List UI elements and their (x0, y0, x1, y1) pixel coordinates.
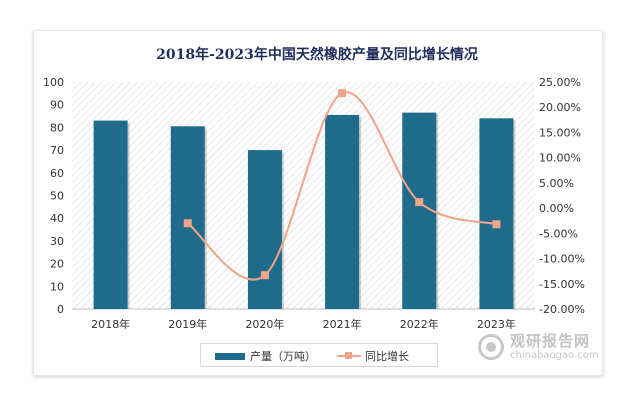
y-right-tick-label: 0.00% (539, 202, 574, 215)
x-tick-label: 2020年 (245, 317, 284, 331)
y-right-tick-label: 15.00% (539, 126, 581, 139)
y-left-tick-label: 40 (50, 212, 64, 225)
legend-swatch-line (337, 351, 361, 361)
x-tick-label: 2023年 (477, 317, 516, 331)
legend-item-growth: 同比增长 (337, 348, 409, 364)
growth-point (415, 198, 424, 207)
x-tick-label: 2022年 (400, 317, 439, 331)
bar (325, 114, 360, 309)
y-right-tick-label: -5.00% (539, 227, 578, 240)
growth-point (183, 219, 192, 228)
y-left-tick-label: 20 (50, 258, 64, 271)
growth-line (187, 91, 497, 281)
y-right-tick-label: 5.00% (539, 177, 574, 190)
bar (247, 150, 282, 309)
chinabaogao-logo-icon (478, 334, 504, 360)
y-right-tick-label: -20.00% (539, 303, 585, 316)
x-tick-label: 2019年 (168, 317, 207, 331)
y-left-tick-label: 50 (50, 190, 64, 203)
growth-point (492, 220, 501, 229)
bar (479, 118, 514, 309)
watermark: 观研报告网 chinabaogao.com (478, 332, 599, 362)
chart-title: 2018年-2023年中国天然橡胶产量及同比增长情况 (156, 47, 478, 63)
legend: 产量（万吨） 同比增长 (200, 343, 438, 367)
y-left-tick-label: 30 (50, 235, 64, 248)
growth-point (338, 89, 347, 98)
y-left-tick-label: 80 (50, 121, 64, 134)
plot-area (72, 82, 535, 309)
bar (93, 120, 128, 309)
watermark-text-cn: 观研报告网 (510, 332, 591, 350)
y-left-tick-label: 90 (50, 99, 64, 112)
y-left-tick-label: 0 (57, 303, 64, 316)
x-tick-label: 2018年 (91, 317, 130, 331)
y-left-tick-label: 10 (50, 280, 64, 293)
y-left-tick-label: 70 (50, 144, 64, 157)
y-right-tick-label: 20.00% (539, 101, 581, 114)
growth-point (260, 271, 269, 280)
y-right-tick-label: 25.00% (539, 76, 581, 89)
bar (170, 126, 205, 309)
y-right-tick-label: -15.00% (539, 278, 585, 291)
legend-swatch-bar (215, 352, 245, 360)
y-left-tick-label: 100 (43, 76, 64, 89)
legend-label-growth: 同比增长 (365, 350, 409, 363)
x-tick-label: 2021年 (323, 317, 362, 331)
watermark-text-en: chinabaogao.com (510, 350, 599, 361)
y-right-tick-label: -10.00% (539, 253, 585, 266)
y-right-tick-label: 10.00% (539, 152, 581, 165)
legend-item-production: 产量（万吨） (215, 348, 316, 364)
y-left-tick-label: 60 (50, 167, 64, 180)
legend-label-production: 产量（万吨） (250, 350, 316, 363)
